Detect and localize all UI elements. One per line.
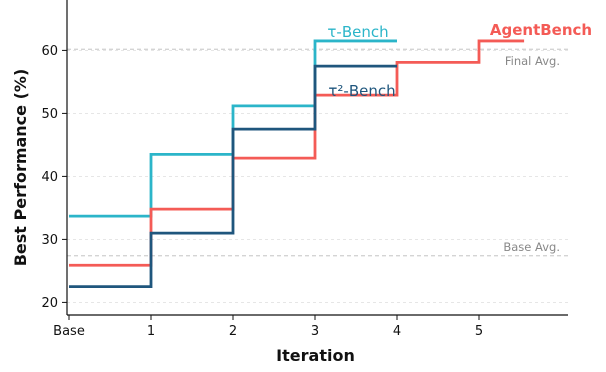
- reference-lines: Final Avg. Base Avg.: [67, 48, 568, 257]
- series-lines: [69, 39, 525, 289]
- x-ticks: Base 1 2 3 4 5: [53, 315, 483, 339]
- x-tick-label: 2: [229, 324, 237, 339]
- x-tick-label: 1: [147, 324, 155, 339]
- series-label-tau-bench: τ-Bench: [327, 23, 388, 41]
- series-line: [69, 39, 525, 267]
- x-tick-label: 4: [393, 324, 401, 339]
- x-tick-label: 5: [475, 324, 483, 339]
- y-tick-label: 60: [41, 44, 58, 59]
- series-label-tau2-bench: τ²-Bench: [328, 82, 395, 100]
- x-tick-label: Base: [53, 324, 85, 339]
- series-labels: τ-Bench AgentBench τ²-Bench: [327, 21, 592, 100]
- series-line: [69, 64, 397, 289]
- y-tick-label: 40: [41, 170, 58, 185]
- y-tick-label: 30: [41, 233, 58, 248]
- x-axis-title: Iteration: [276, 346, 355, 365]
- reference-line-label: Final Avg.: [505, 54, 560, 68]
- y-axis-title: Best Performance (%): [11, 69, 30, 267]
- x-tick-label: 3: [311, 324, 319, 339]
- reference-line-label: Base Avg.: [503, 240, 560, 254]
- series-label-agentbench: AgentBench: [490, 21, 592, 39]
- y-tick-label: 20: [41, 296, 58, 311]
- y-tick-label: 50: [41, 107, 58, 122]
- axes: [66, 0, 568, 316]
- y-ticks: 20 30 40 50 60: [41, 44, 67, 311]
